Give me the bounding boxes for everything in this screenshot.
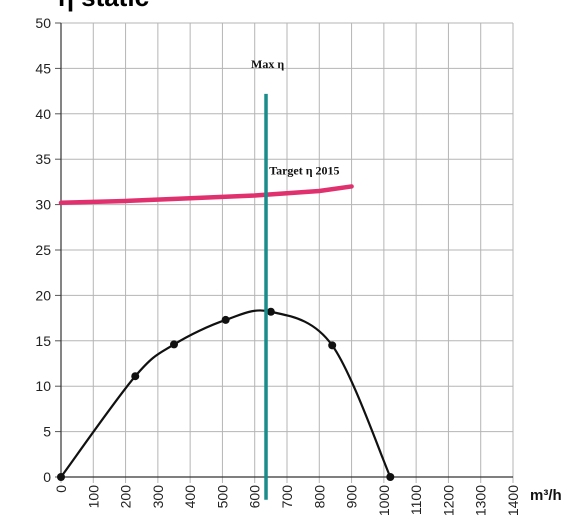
y-tick-label: 20 (35, 287, 51, 303)
x-tick-label: 1200 (440, 485, 456, 516)
data-point (131, 372, 139, 380)
x-tick-label: 100 (85, 485, 101, 509)
x-tick-label: 1400 (505, 485, 521, 516)
y-tick-label: 10 (35, 378, 51, 394)
max-efficiency-label: Max η (251, 57, 284, 71)
y-tick-label: 0 (43, 469, 51, 485)
data-point (57, 473, 65, 481)
x-tick-label: 300 (150, 485, 166, 509)
x-tick-label: 600 (247, 485, 263, 509)
x-tick-label: 700 (279, 485, 295, 509)
x-tick-label: 1300 (473, 485, 489, 516)
y-tick-label: 40 (35, 106, 51, 122)
data-point (222, 316, 230, 324)
series-line-measured (61, 310, 390, 477)
x-tick-label: 1000 (376, 485, 392, 516)
y-tick-label: 35 (35, 151, 51, 167)
y-tick-label: 50 (35, 15, 51, 31)
x-tick-label: 1100 (408, 485, 424, 515)
target-efficiency-label: Target η 2015 (269, 164, 339, 178)
annotations: Max η Target η 2015 (251, 57, 340, 500)
data-point (328, 341, 336, 349)
chart-title: η static (58, 0, 149, 12)
grid (55, 23, 513, 483)
series-line-target (61, 186, 352, 202)
x-tick-label: 200 (118, 485, 134, 509)
x-tick-label: 0 (53, 485, 69, 493)
data-point (386, 473, 394, 481)
y-tick-label: 30 (35, 197, 51, 213)
x-tick-label: 500 (214, 485, 230, 509)
y-tick-label: 15 (35, 333, 51, 349)
y-tick-label: 25 (35, 242, 51, 258)
data-point (170, 340, 178, 348)
y-tick-label: 5 (43, 424, 51, 440)
x-tick-label: 400 (182, 485, 198, 509)
x-axis-unit-label: m³/h (530, 487, 562, 504)
series (57, 186, 394, 481)
y-tick-label: 45 (35, 60, 51, 76)
data-point (267, 308, 275, 316)
x-tick-label: 800 (311, 485, 327, 509)
x-tick-label: 900 (344, 485, 360, 509)
